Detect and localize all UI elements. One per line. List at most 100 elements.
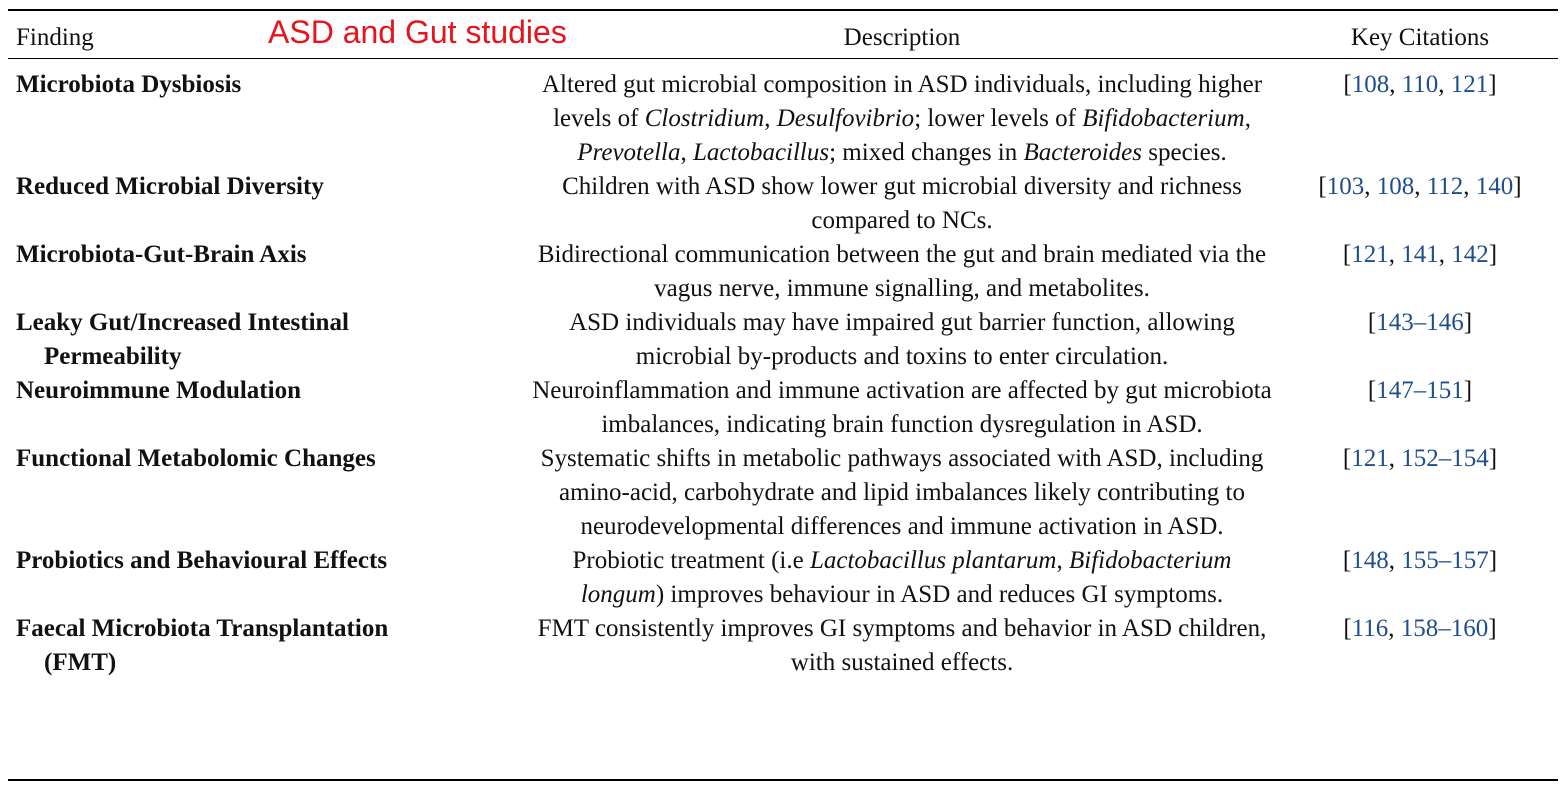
table-row: Reduced Microbial Diversity Children with…	[8, 170, 1560, 238]
description-cell: Children with ASD show lower gut microbi…	[524, 170, 1280, 238]
text-run: ]	[1488, 615, 1497, 642]
finding-text: Probiotics and Behavioural Effects	[16, 547, 388, 574]
text-run: FMT consistently improves GI symptoms an…	[537, 615, 1267, 676]
finding-cell: Reduced Microbial Diversity	[8, 170, 524, 238]
taxon-name: Bifidobacterium longum	[580, 547, 1232, 608]
finding-cell: Neuroimmune Modulation	[8, 374, 524, 442]
text-run: ]	[1488, 445, 1498, 472]
findings-table: Finding Description Key Citations Microb…	[8, 14, 1560, 680]
table-header: Finding Description Key Citations	[8, 14, 1560, 62]
citation-ref: 121	[1450, 71, 1489, 98]
text-run: ,	[1364, 173, 1377, 200]
header-row: Finding Description Key Citations	[8, 14, 1560, 62]
description-cell: Systematic shifts in metabolic pathways …	[524, 442, 1280, 544]
text-run: ]	[1513, 173, 1522, 200]
table-body: Microbiota Dysbiosis Altered gut microbia…	[8, 62, 1560, 680]
text-run: Bidirectional communication between the …	[537, 241, 1267, 302]
citation-ref: 140	[1475, 173, 1514, 200]
taxon-name: Desulfovibrio	[776, 105, 915, 132]
finding-text: Neuroimmune Modulation	[16, 377, 301, 404]
citation-ref: 147–151	[1376, 377, 1464, 404]
text-run: ,	[1388, 241, 1402, 268]
table-row: Functional Metabolomic Changes Systematic…	[8, 442, 1560, 544]
text-run: ) improves behaviour in ASD and reduces …	[655, 581, 1224, 608]
text-run: ,	[1463, 173, 1476, 200]
text-run: [	[1367, 377, 1377, 404]
finding-text: Leaky Gut/Increased Intestinal Permeabil…	[16, 309, 349, 370]
citation-ref: 112	[1426, 173, 1464, 200]
text-run: Systematic shifts in metabolic pathways …	[540, 445, 1264, 540]
citations-cell: [143–146]	[1280, 306, 1560, 374]
citation-ref: 108	[1351, 71, 1390, 98]
text-run: ,	[1056, 547, 1069, 574]
taxon-name: Bacteroides	[1023, 139, 1142, 166]
finding-text: Reduced Microbial Diversity	[16, 173, 324, 200]
citation-ref: 155–157	[1401, 547, 1489, 574]
citations-cell: [108, 110, 121]	[1280, 62, 1560, 170]
text-run: ,	[1414, 173, 1427, 200]
bottom-rule	[8, 779, 1558, 781]
taxon-name: Lactobacillus	[693, 139, 830, 166]
header-cell: Finding	[16, 24, 94, 51]
citation-ref: 121	[1351, 241, 1389, 268]
table-row: Faecal Microbiota Transplantation (FMT) F…	[8, 612, 1560, 680]
citation-ref: 116	[1351, 615, 1389, 642]
text-run: ,	[764, 105, 777, 132]
citation-ref: 141	[1401, 241, 1439, 268]
finding-text: Microbiota Dysbiosis	[16, 71, 242, 98]
taxon-name: Bifidobacterium	[1082, 105, 1245, 132]
finding-text: Microbiota-Gut-Brain Axis	[16, 241, 307, 268]
text-run: Neuroinflammation and immune activation …	[532, 377, 1272, 438]
text-run: ]	[1463, 377, 1473, 404]
finding-cell: Probiotics and Behavioural Effects	[8, 544, 524, 612]
finding-text: Faecal Microbiota Transplantation (FMT)	[16, 615, 389, 676]
text-run: ,	[1438, 241, 1452, 268]
finding-cell: Faecal Microbiota Transplantation (FMT)	[8, 612, 524, 680]
text-run: Children with ASD show lower gut microbi…	[562, 173, 1242, 234]
text-run: [	[1342, 445, 1352, 472]
table-row: Probiotics and Behavioural Effects Probio…	[8, 544, 1560, 612]
citation-ref: 148	[1351, 547, 1389, 574]
text-run: ,	[1388, 615, 1401, 642]
citation-ref: 108	[1376, 173, 1415, 200]
text-run: species.	[1142, 139, 1227, 166]
text-run: ]	[1463, 309, 1473, 336]
text-run: ,	[680, 139, 693, 166]
table-row: Microbiota Dysbiosis Altered gut microbia…	[8, 62, 1560, 170]
text-run: ]	[1488, 71, 1497, 98]
citation-ref: 121	[1351, 445, 1389, 472]
taxon-name: Lactobacillus plantarum	[809, 547, 1057, 574]
finding-text: Functional Metabolomic Changes	[16, 445, 376, 472]
text-run: ]	[1488, 241, 1498, 268]
text-run: [	[1318, 173, 1327, 200]
text-run: Probiotic treatment (i.e	[572, 547, 810, 574]
description-cell: Neuroinflammation and immune activation …	[524, 374, 1280, 442]
finding-cell: Leaky Gut/Increased Intestinal Permeabil…	[8, 306, 524, 374]
header-cell: Key Citations	[1350, 24, 1490, 51]
text-run: ,	[1244, 105, 1251, 132]
citations-cell: [121, 141, 142]	[1280, 238, 1560, 306]
text-run: ,	[1438, 71, 1451, 98]
citations-cell: [116, 158–160]	[1280, 612, 1560, 680]
description-cell: ASD individuals may have impaired gut ba…	[524, 306, 1280, 374]
citation-ref: 152–154	[1401, 445, 1489, 472]
description-cell: Probiotic treatment (i.e Lactobacillus p…	[524, 544, 1280, 612]
text-run: ,	[1389, 71, 1402, 98]
text-run: [	[1343, 71, 1352, 98]
citations-cell: [147–151]	[1280, 374, 1560, 442]
text-run: [	[1342, 241, 1352, 268]
text-run: ; mixed changes in	[829, 139, 1024, 166]
description-cell: Altered gut microbial composition in ASD…	[524, 62, 1280, 170]
citations-cell: [148, 155–157]	[1280, 544, 1560, 612]
text-run: ]	[1488, 547, 1498, 574]
finding-cell: Functional Metabolomic Changes	[8, 442, 524, 544]
text-run: Altered gut microbial composition in ASD…	[541, 71, 1263, 132]
text-run: ,	[1388, 445, 1402, 472]
citations-cell: [121, 152–154]	[1280, 442, 1560, 544]
text-run: ASD individuals may have impaired gut ba…	[569, 309, 1235, 370]
citations-cell: [103, 108, 112, 140]	[1280, 170, 1560, 238]
citation-ref: 110	[1401, 71, 1439, 98]
description-cell: FMT consistently improves GI symptoms an…	[524, 612, 1280, 680]
text-run: [	[1342, 547, 1352, 574]
